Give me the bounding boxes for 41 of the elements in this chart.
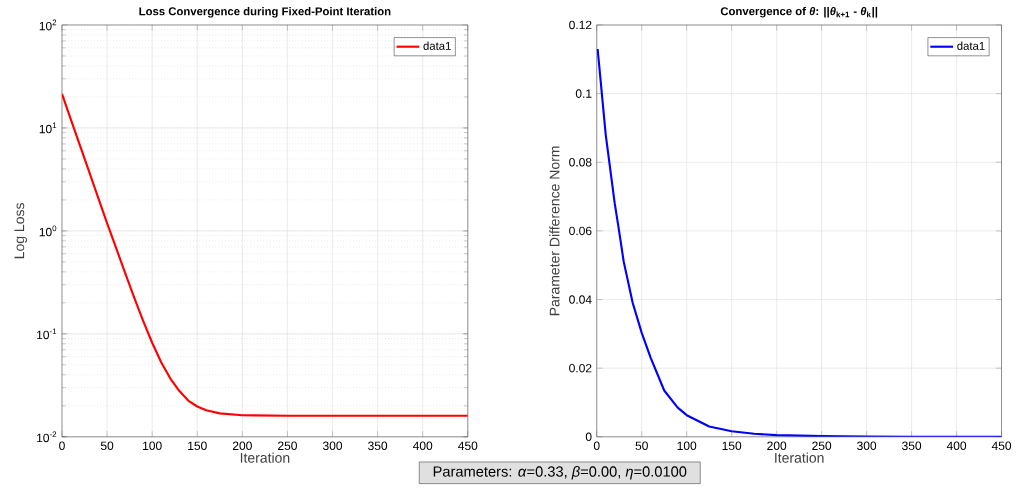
x-tick-label: 300 [322,441,343,451]
x-tick-label: 400 [412,441,433,451]
x-tick-label: 50 [635,441,648,451]
y-tick-label: 0.08 [569,158,592,167]
x-tick-label: 100 [143,441,162,451]
y-axis-title: Log Loss [14,203,27,259]
y-tick-label: 10$^{1}$ [39,122,57,134]
y-tick-label: 10$^{2}$ [39,19,57,31]
x-tick-label: 450 [458,441,478,451]
y-tick-label: 0.02 [569,364,592,373]
x-tick-label: 400 [946,441,967,451]
y-tick-label: 0 [585,432,592,442]
y-tick-label: 0.1 [575,89,592,98]
x-tick-label: 150 [722,441,742,451]
x-tick-label: 250 [812,441,832,451]
x-axis-title: Iteration [240,452,290,463]
y-tick-label: 0.12 [569,20,592,30]
x-tick-label: 100 [677,441,697,451]
x-tick-label: 300 [857,441,877,451]
y-tick-label: 10$^{0}$ [39,225,57,237]
y-tick-label: 0.06 [569,226,592,236]
x-axis-title: Iteration [775,452,824,463]
x-tick-label: 0 [59,441,65,451]
x-tick-label: 50 [100,441,114,451]
x-tick-label: 0 [593,441,600,451]
chart-title: Convergence of θ: ||θ$_{k+1}$ - θ$_{k}$|| [720,6,878,18]
chart-title: Loss Convergence during Fixed-Point Iteration [139,7,391,18]
x-tick-label: 350 [368,441,388,451]
x-tick-label: 350 [902,441,922,451]
x-tick-label: 450 [991,441,1012,451]
legend-label: data1 [957,41,985,51]
x-tick-label: 200 [232,441,252,451]
y-tick-label: 10$^{-1}$ [37,328,57,340]
x-tick-label: 250 [278,441,297,451]
y-tick-label: 10$^{-2}$ [37,431,57,443]
legend-label: data1 [423,41,451,51]
text: Parameters: α=0.33, β=0.00, η=0.0100 [433,466,687,480]
y-axis-title: Parameter Difference Norm [549,146,560,316]
x-tick-label: 200 [767,441,787,451]
y-tick-label: 0.04 [569,295,592,304]
x-tick-label: 150 [188,441,207,451]
